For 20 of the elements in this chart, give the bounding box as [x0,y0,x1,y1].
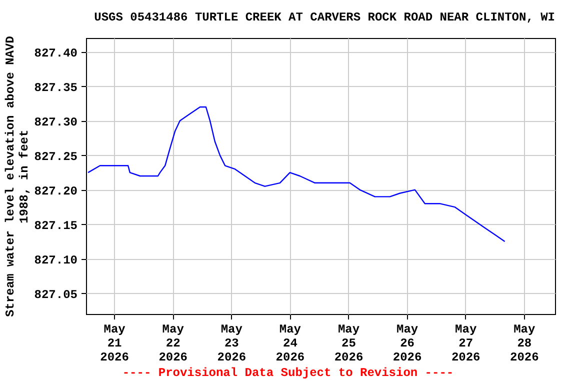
x-tick-label: May 28 2026 [510,322,539,364]
y-tick-label: 827.05 [34,288,78,302]
y-tick-label: 827.15 [34,218,78,233]
x-tick-label: May 26 2026 [392,322,422,364]
y-tick-label: 827.40 [34,46,78,60]
x-tick-label: May 25 2026 [334,322,364,364]
text: ---- Provisional Data Subject to Revision ---- [121,366,455,380]
y-tick-label: 827.25 [34,150,78,164]
x-tick-label: May 27 2026 [451,322,480,364]
y-axis-title: Stream water level elevation above NAVD 1988, in feet [3,36,32,317]
line-series [87,106,506,242]
y-tick-label: 827.20 [34,184,78,198]
x-tick-label: May 22 2026 [158,322,188,364]
x-tick-label: May 21 2026 [100,322,129,364]
x-tick-label: May 23 2026 [217,322,246,364]
y-tick-label: 827.30 [34,115,78,130]
y-tick-label: 827.10 [34,253,78,268]
chart-title: USGS 05431486 TURTLE CREEK AT CARVERS ROCK ROAD NEAR CLINTON, WI [94,10,555,25]
y-tick-label: 827.35 [34,80,78,95]
x-tick-label: May 24 2026 [276,322,305,364]
